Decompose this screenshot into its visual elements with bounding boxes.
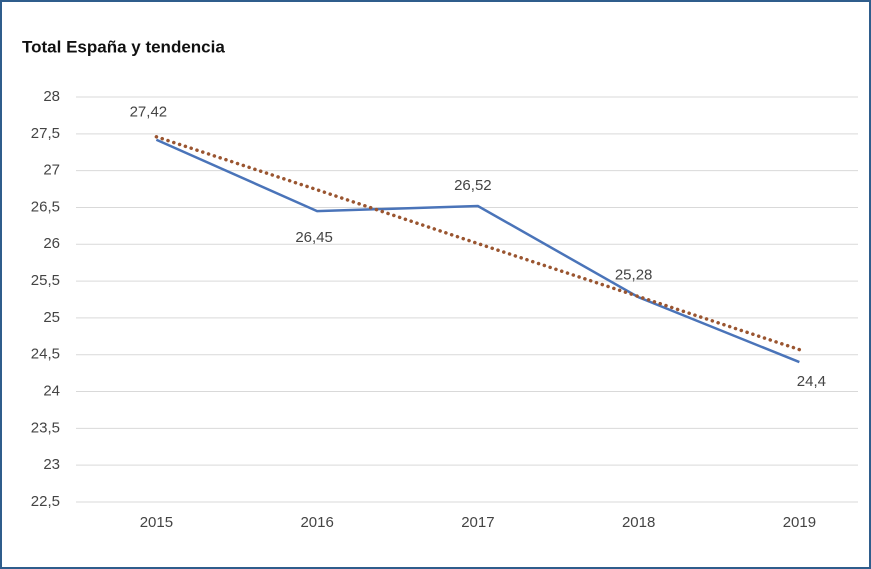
data-label: 25,28 <box>615 266 653 283</box>
y-tick-label: 27 <box>43 162 60 179</box>
y-tick-label: 24,5 <box>31 346 60 363</box>
data-label: 26,52 <box>454 177 492 194</box>
data-label: 27,42 <box>130 104 168 121</box>
y-tick-label: 25,5 <box>31 272 60 289</box>
x-tick-label: 2019 <box>783 514 816 531</box>
x-tick-label: 2018 <box>622 514 655 531</box>
chart-title: Total España y tendencia <box>22 37 225 56</box>
data-label: 24,4 <box>797 373 826 390</box>
series-line <box>155 138 800 364</box>
y-tick-label: 28 <box>43 88 60 105</box>
y-tick-label: 27,5 <box>31 125 60 142</box>
y-tick-label: 23 <box>43 456 60 473</box>
x-tick-label: 2016 <box>300 514 333 531</box>
data-label: 26,45 <box>295 229 333 246</box>
x-tick-label: 2017 <box>461 514 494 531</box>
x-tick-label: 2015 <box>140 514 173 531</box>
y-tick-label: 26 <box>43 235 60 252</box>
y-tick-label: 26,5 <box>31 198 60 215</box>
y-tick-label: 23,5 <box>31 419 60 436</box>
y-tick-label: 24 <box>43 383 60 400</box>
y-tick-label: 22,5 <box>31 493 60 510</box>
y-tick-label: 25 <box>43 309 60 326</box>
